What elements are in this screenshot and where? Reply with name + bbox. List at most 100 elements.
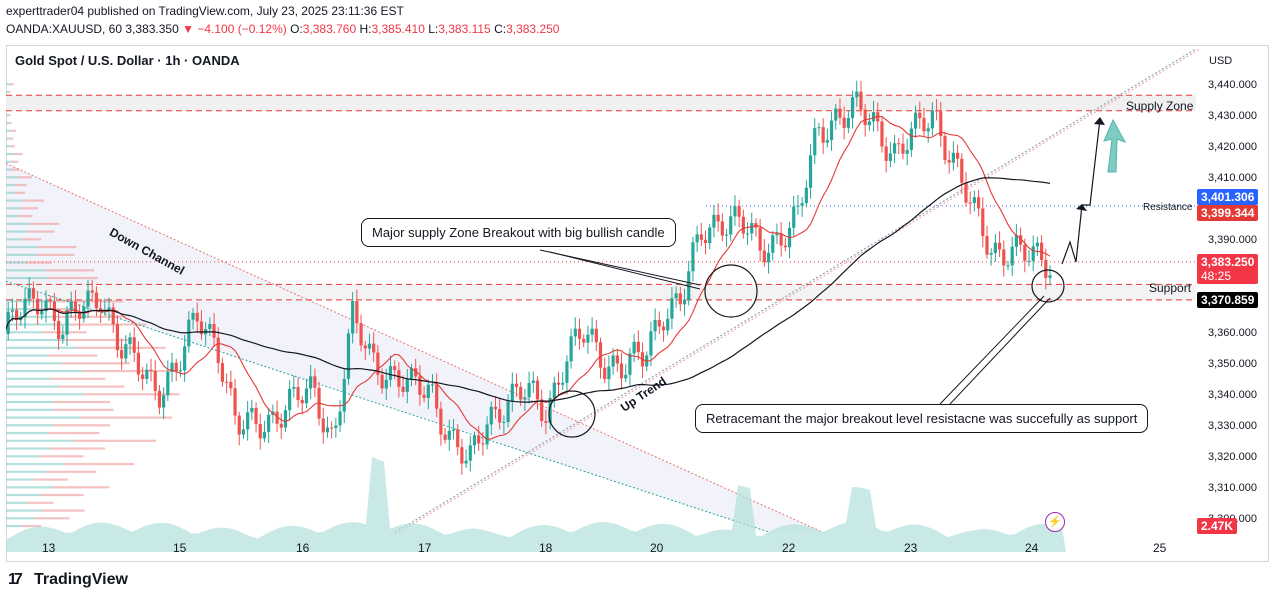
candle-body (191, 312, 195, 320)
volume-profile-bar (15, 183, 27, 187)
candle-body (670, 298, 674, 319)
candle-body (233, 388, 237, 416)
volume-profile-bar (52, 486, 110, 489)
candle-body (321, 418, 325, 433)
volume-profile-bar (41, 509, 85, 512)
candle-body (804, 187, 808, 204)
tradingview-logo[interactable]: 17 TradingView (8, 571, 128, 589)
candle-body (712, 214, 716, 228)
candle-body (863, 109, 867, 126)
volume-profile-bar (11, 160, 19, 163)
breakout-note[interactable]: Major supply Zone Breakout with big bull… (361, 218, 676, 247)
volume-area (6, 456, 1066, 552)
volume-profile-bar (42, 331, 87, 334)
candle-body (573, 328, 577, 337)
chart-title: Gold Spot / U.S. Dollar · 1h · OANDA (15, 53, 240, 68)
lightning-icon[interactable]: ⚡ (1045, 512, 1065, 532)
currency-label[interactable]: USD (1209, 55, 1233, 67)
volume-profile-bar (36, 253, 75, 256)
candle-body (792, 206, 796, 228)
candle-body (262, 431, 267, 439)
volume-profile-bar (6, 416, 81, 419)
y-tick-label: 3,340.000 (1208, 389, 1257, 401)
price-chart[interactable] (6, 45, 1269, 562)
candle-body (216, 337, 220, 364)
candle-body (708, 227, 712, 244)
candle-body (737, 206, 741, 217)
candle-body (531, 380, 535, 384)
candle-body (363, 345, 367, 349)
candle-body (493, 406, 498, 410)
candle-body (678, 293, 682, 305)
candle-body (775, 233, 779, 236)
volume-profile-bar (6, 439, 74, 442)
symbol-label[interactable]: OANDA:XAUUSD, 60 (6, 22, 123, 36)
candle-body (145, 369, 149, 380)
volume-profile-bar (17, 176, 32, 179)
candle-body (960, 158, 964, 183)
candle-body (586, 334, 590, 343)
volume-profile-bar (6, 493, 41, 497)
candle-body (10, 310, 15, 312)
high-label: H: (359, 22, 372, 36)
x-tick-label: 16 (296, 541, 310, 555)
volume-profile-bar (6, 354, 48, 357)
last-price-value: 3,383.250 (1201, 255, 1255, 269)
candle-body (703, 239, 708, 244)
volume-profile-bar (6, 183, 16, 187)
candle-body (401, 386, 405, 392)
volume-profile-bar (59, 385, 125, 388)
candle-body (918, 112, 922, 119)
candle-body (506, 401, 510, 423)
volume-profile-bar (6, 455, 41, 458)
volume-profile-bar (8, 114, 11, 117)
candle-body (615, 355, 619, 364)
volume-profile-bar (6, 470, 47, 473)
candle-body (330, 427, 334, 429)
candle-body (855, 91, 859, 98)
candle-body (36, 298, 40, 315)
candle-body (498, 409, 502, 423)
candle-body (166, 371, 170, 396)
candle-body (695, 234, 699, 243)
y-tick-label: 3,330.000 (1208, 420, 1257, 432)
candle-body (951, 152, 955, 163)
volume-profile-bar (6, 362, 62, 365)
retest-note[interactable]: Retracemant the major breakout level res… (695, 404, 1149, 433)
open-label: O: (290, 22, 303, 36)
candle-body (342, 378, 346, 412)
candle-body (27, 288, 31, 299)
candle-body (535, 380, 540, 400)
candle-body (1023, 244, 1027, 261)
candle-body (943, 136, 947, 161)
candle-body (1006, 265, 1010, 267)
volume-profile-bar (6, 207, 21, 210)
volume-profile-bar (6, 121, 9, 125)
x-tick-label: 15 (173, 541, 187, 555)
volume-profile-bar (21, 238, 42, 241)
volume-profile-bar (84, 393, 180, 396)
x-tick-label: 17 (418, 541, 432, 555)
candle-body (544, 421, 548, 423)
volume-profile-bar (23, 199, 45, 202)
volume-profile-bar (6, 315, 59, 318)
candle-body (590, 328, 594, 335)
candle-body (481, 443, 485, 445)
candle-body (73, 301, 78, 313)
candle-body (451, 429, 456, 431)
x-tick-label: 23 (904, 541, 918, 555)
candle-body (800, 203, 804, 206)
candle-body (325, 427, 330, 433)
candle-body (947, 160, 951, 163)
x-tick-label: 20 (650, 541, 664, 555)
candle-body (997, 242, 1002, 250)
volume-profile-bar (7, 90, 11, 94)
volume-profile-bar (6, 145, 10, 148)
candle-body (288, 388, 292, 411)
candle-body (409, 368, 414, 379)
candle-body (464, 460, 468, 464)
candle-body (90, 290, 94, 293)
fast-moving-average (6, 115, 1051, 440)
volume-profile-bar (6, 214, 18, 218)
candle-body (120, 350, 124, 359)
